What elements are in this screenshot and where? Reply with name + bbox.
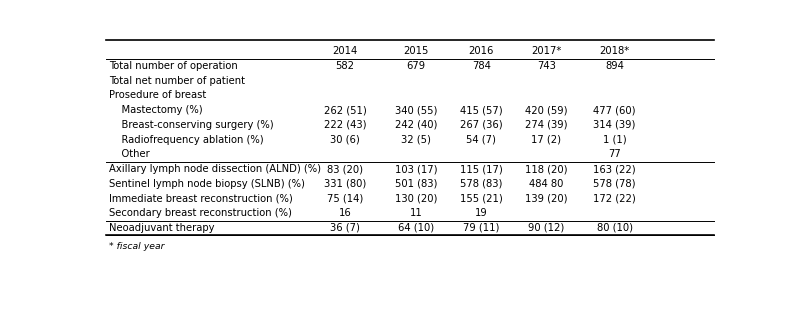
Text: 578 (78): 578 (78) [594,179,636,189]
Text: Total number of operation: Total number of operation [110,61,238,71]
Text: 30 (6): 30 (6) [330,135,360,145]
Text: 894: 894 [605,61,624,71]
Text: 1 (1): 1 (1) [602,135,626,145]
Text: * fiscal year: * fiscal year [110,242,165,251]
Text: Sentinel lymph node biopsy (SLNB) (%): Sentinel lymph node biopsy (SLNB) (%) [110,179,305,189]
Text: 75 (14): 75 (14) [326,193,363,204]
Text: Neoadjuvant therapy: Neoadjuvant therapy [110,223,214,233]
Text: Mastectomy (%): Mastectomy (%) [110,105,203,115]
Text: 115 (17): 115 (17) [460,164,502,174]
Text: 2017*: 2017* [531,46,562,56]
Text: Other: Other [110,149,150,159]
Text: Axillary lymph node dissection (ALND) (%): Axillary lymph node dissection (ALND) (%… [110,164,322,174]
Text: 222 (43): 222 (43) [324,120,366,130]
Text: 2018*: 2018* [599,46,630,56]
Text: 130 (20): 130 (20) [395,193,438,204]
Text: 155 (21): 155 (21) [460,193,502,204]
Text: 582: 582 [335,61,354,71]
Text: 679: 679 [406,61,426,71]
Text: 415 (57): 415 (57) [460,105,502,115]
Text: 501 (83): 501 (83) [395,179,438,189]
Text: Secondary breast reconstruction (%): Secondary breast reconstruction (%) [110,208,292,218]
Text: 32 (5): 32 (5) [402,135,431,145]
Text: 2014: 2014 [332,46,358,56]
Text: Prosedure of breast: Prosedure of breast [110,91,206,100]
Text: Breast-conserving surgery (%): Breast-conserving surgery (%) [110,120,274,130]
Text: 477 (60): 477 (60) [594,105,636,115]
Text: 420 (59): 420 (59) [525,105,568,115]
Text: 274 (39): 274 (39) [525,120,568,130]
Text: 36 (7): 36 (7) [330,223,360,233]
Text: 19: 19 [475,208,488,218]
Text: 103 (17): 103 (17) [395,164,438,174]
Text: 267 (36): 267 (36) [460,120,502,130]
Text: 578 (83): 578 (83) [460,179,502,189]
Text: 83 (20): 83 (20) [327,164,363,174]
Text: Total net number of patient: Total net number of patient [110,76,246,86]
Text: 118 (20): 118 (20) [525,164,568,174]
Text: 340 (55): 340 (55) [395,105,438,115]
Text: 2016: 2016 [469,46,494,56]
Text: 11: 11 [410,208,422,218]
Text: 262 (51): 262 (51) [323,105,366,115]
Text: 80 (10): 80 (10) [597,223,633,233]
Text: 242 (40): 242 (40) [395,120,438,130]
Text: 314 (39): 314 (39) [594,120,636,130]
Text: 17 (2): 17 (2) [531,135,562,145]
Text: 90 (12): 90 (12) [528,223,565,233]
Text: Immediate breast reconstruction (%): Immediate breast reconstruction (%) [110,193,293,204]
Text: 79 (11): 79 (11) [463,223,499,233]
Text: 172 (22): 172 (22) [594,193,636,204]
Text: 743: 743 [537,61,556,71]
Text: 77: 77 [608,149,621,159]
Text: 139 (20): 139 (20) [525,193,568,204]
Text: 484 80: 484 80 [530,179,563,189]
Text: 331 (80): 331 (80) [324,179,366,189]
Text: 54 (7): 54 (7) [466,135,496,145]
Text: Radiofrequency ablation (%): Radiofrequency ablation (%) [110,135,264,145]
Text: 2015: 2015 [403,46,429,56]
Text: 64 (10): 64 (10) [398,223,434,233]
Text: 784: 784 [472,61,490,71]
Text: 16: 16 [338,208,351,218]
Text: 163 (22): 163 (22) [594,164,636,174]
